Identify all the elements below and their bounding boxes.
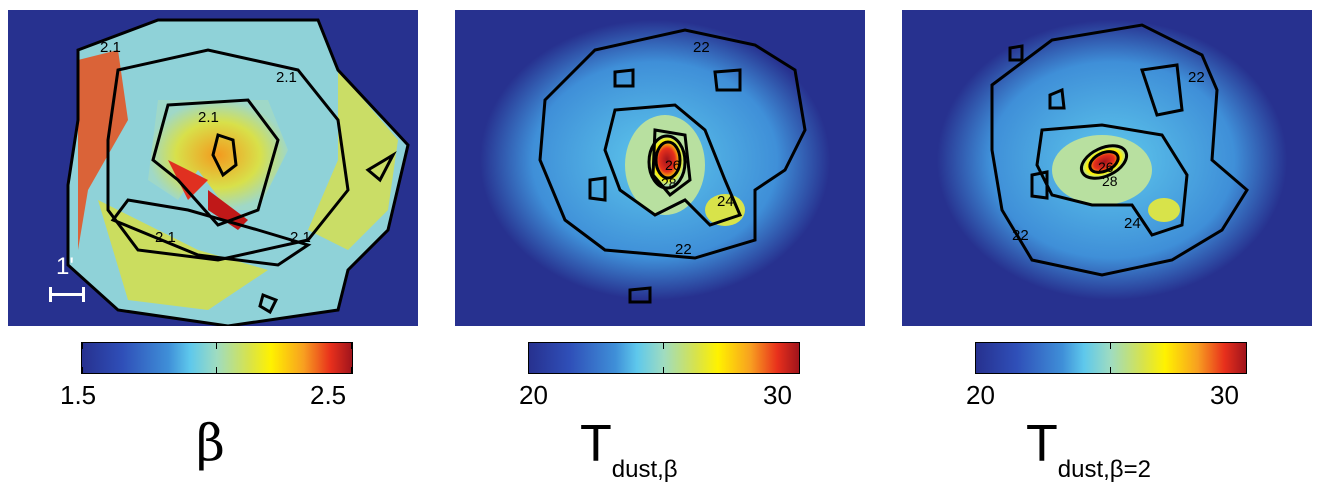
variable-main: T [580,415,612,473]
colorbar-min-label: 1.5 [60,380,97,410]
contour-label: 2.1 [100,39,121,56]
tdust-beta-map-panel: 22 22 24 26 28 [455,10,865,326]
beta-map: 2.1 2.1 2.1 2.1 2.1 [66,18,410,326]
variable-subscript: dust,β=2 [1057,456,1151,483]
contour-label: 2.1 [155,229,176,246]
tdust-beta2-variable-label: Tdust,β=2 [1026,418,1151,482]
beta-colorbar [81,342,353,374]
beta-variable-label: β [196,414,225,472]
contour-label: 22 [1188,69,1205,86]
tdust-beta2-map: 22 22 24 26 28 [937,20,1287,300]
variable-subscript: dust,β [611,456,678,483]
scalebar [49,287,85,302]
colorbar-max-label: 2.5 [310,380,347,410]
colorbar-min-label: 20 [966,380,995,410]
colorbar-max-label: 30 [1210,380,1239,410]
tdust-beta2-map-panel: 22 22 24 26 28 [902,10,1312,326]
contour-label: 22 [693,39,710,56]
colorbar-min-label: 20 [519,380,548,410]
contour-label: 26 [1098,159,1114,175]
tdust-beta-colorbar [528,342,800,374]
contour-label: 24 [717,193,734,210]
tdust-beta-map: 22 22 24 26 28 [480,20,830,304]
contour-label: 28 [661,175,677,191]
scalebar-label: 1' [56,253,74,280]
contour-label: 26 [665,157,681,173]
contour-label: 2.1 [198,109,219,126]
contour-label: 22 [675,241,692,258]
contour-label: 2.1 [276,69,297,86]
contour-label: 28 [1102,173,1118,189]
tdust-beta-variable-label: Tdust,β [580,418,678,482]
contour-label: 2.1 [290,229,311,246]
contour-label: 24 [1124,215,1141,232]
colorbar-max-label: 30 [763,380,792,410]
variable-main: T [1026,415,1058,473]
beta-map-panel: 2.1 2.1 2.1 2.1 2.1 1' [8,10,418,326]
tdust-beta2-colorbar [975,342,1247,374]
contour-label: 22 [1012,227,1029,244]
